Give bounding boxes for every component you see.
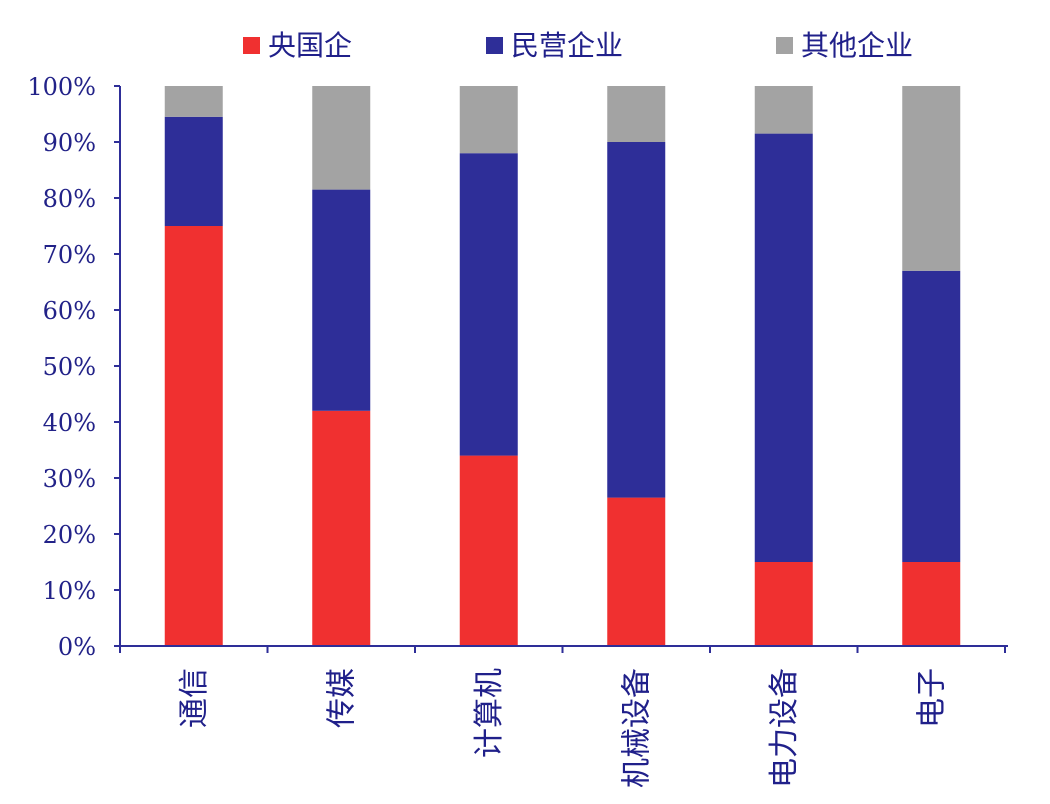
- y-tick-label: 30%: [43, 465, 96, 493]
- y-tick-label: 10%: [43, 577, 96, 605]
- y-tick-label: 20%: [43, 521, 96, 549]
- x-category-label: 电子: [914, 668, 949, 728]
- bar-segment: [164, 226, 223, 646]
- legend-item: 央国企: [243, 29, 352, 62]
- bar-segment: [607, 142, 666, 498]
- bars: [164, 86, 961, 646]
- legend: 央国企 民营企业 其他企业: [243, 29, 913, 62]
- legend-item: 民营企业: [486, 29, 623, 62]
- y-tick-label: 60%: [43, 297, 96, 325]
- legend-swatch: [776, 37, 793, 54]
- legend-swatch: [486, 37, 503, 54]
- legend-swatch: [243, 37, 260, 54]
- bar-segment: [902, 86, 961, 271]
- y-axis-ticks: 0% 10% 20% 30% 40% 50% 60% 70% 80% 90% 100%: [27, 73, 120, 661]
- bar-segment: [164, 116, 223, 226]
- x-category-label: 计算机: [472, 668, 507, 758]
- y-tick-label: 100%: [27, 73, 96, 101]
- bar-segment: [312, 86, 371, 190]
- legend-label: 其他企业: [801, 29, 913, 62]
- bar-segment: [902, 270, 961, 562]
- bar-segment: [164, 86, 223, 117]
- y-tick-label: 40%: [43, 409, 96, 437]
- bar-segment: [459, 153, 518, 456]
- y-tick-label: 70%: [43, 241, 96, 269]
- bar-segment: [459, 86, 518, 154]
- x-category-label: 通信: [177, 668, 212, 728]
- legend-item: 其他企业: [776, 29, 913, 62]
- bar-segment: [312, 189, 371, 411]
- bar-segment: [902, 562, 961, 646]
- x-category-label: 机械设备: [619, 668, 654, 788]
- bar-segment: [459, 455, 518, 646]
- bar-segment: [312, 410, 371, 646]
- legend-label: 民营企业: [511, 29, 623, 62]
- bar-segment: [754, 86, 813, 134]
- x-axis-categories: 通信 传媒 计算机 机械设备 电力设备 电子: [177, 668, 950, 788]
- y-tick-label: 50%: [43, 353, 96, 381]
- axes: [119, 86, 1008, 653]
- bar-segment: [754, 562, 813, 646]
- bar-segment: [607, 497, 666, 646]
- x-category-label: 传媒: [324, 668, 359, 728]
- y-tick-label: 0%: [58, 633, 96, 661]
- x-category-label: 电力设备: [767, 668, 802, 788]
- y-tick-label: 80%: [43, 185, 96, 213]
- legend-label: 央国企: [268, 29, 352, 62]
- y-tick-label: 90%: [43, 129, 96, 157]
- bar-segment: [607, 86, 666, 142]
- bar-segment: [754, 133, 813, 562]
